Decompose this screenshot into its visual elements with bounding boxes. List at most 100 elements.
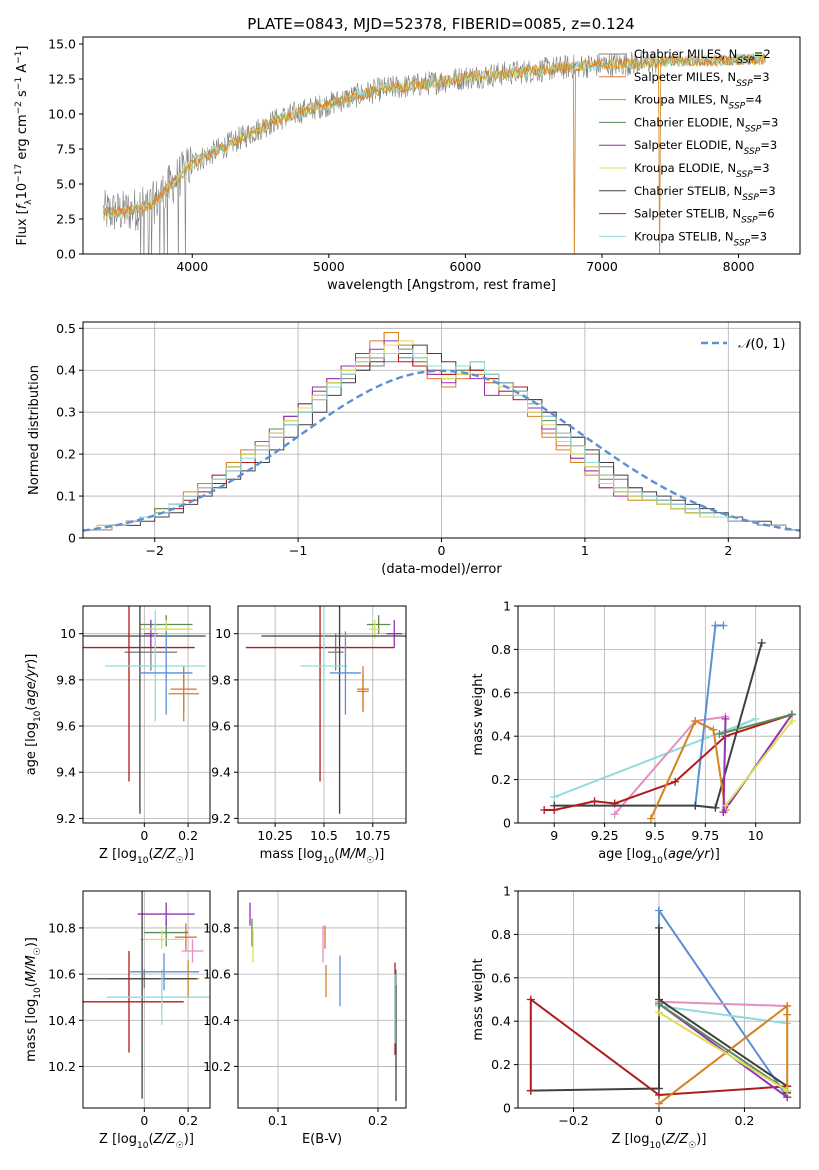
plus-marker <box>783 1010 792 1019</box>
y-axis-label: mass weight <box>471 958 486 1040</box>
legend-label: Kroupa ELODIE, NSSP=3 <box>634 161 770 180</box>
y-tick-label: 0.4 <box>491 1014 511 1029</box>
y-tick-label: 15.0 <box>48 37 76 52</box>
y-tick-label: 9.4 <box>56 765 76 780</box>
spectrum-model-line <box>103 52 767 219</box>
y-tick-label: 10 <box>215 626 231 641</box>
y-axis-label: mass weight <box>471 673 486 755</box>
y-tick-label: 0.1 <box>56 489 76 504</box>
y-tick-label: 10 <box>60 626 76 641</box>
plus-marker <box>550 805 559 814</box>
plus-marker <box>671 777 680 786</box>
legend-label: Kroupa MILES, NSSP=4 <box>634 93 762 112</box>
x-tick-label: 2 <box>724 543 732 558</box>
y-tick-label: 9.2 <box>211 811 231 826</box>
plot-area <box>103 50 767 254</box>
y-tick-label: 1 <box>503 884 511 899</box>
gaussian-curve <box>83 369 800 532</box>
axes-frame <box>82 605 211 824</box>
plus-marker <box>711 621 720 630</box>
y-tick-label: 10.2 <box>48 1059 76 1074</box>
plus-marker <box>655 923 663 932</box>
series-line <box>658 1000 788 1007</box>
x-axis-label: Z [log10(Z/Z☉)] <box>99 847 194 866</box>
y-tick-label: 0 <box>503 1101 511 1116</box>
x-tick-label: −1 <box>289 543 307 558</box>
y-tick-label: 0.4 <box>491 729 511 744</box>
y-tick-label: 0.8 <box>491 642 511 657</box>
y-tick-label: 10.4 <box>203 1013 231 1028</box>
x-tick-label: 0 <box>655 1113 663 1128</box>
plus-marker <box>646 814 655 823</box>
plot-area <box>249 902 397 1102</box>
y-tick-label: 9.2 <box>56 811 76 826</box>
plus-marker <box>655 999 663 1008</box>
x-tick-label: 0.1 <box>268 1113 288 1128</box>
axes-frame <box>237 605 407 824</box>
plus-marker <box>691 801 700 810</box>
plus-marker <box>715 730 724 739</box>
x-tick-label: 0 <box>140 1113 148 1128</box>
y-tick-label: 0.2 <box>491 1057 511 1072</box>
x-tick-label: −2 <box>145 543 163 558</box>
legend-label: Salpeter STELIB, NSSP=6 <box>634 207 775 226</box>
x-tick-label: −0.2 <box>558 1113 588 1128</box>
plot-area <box>245 606 406 814</box>
y-tick-label: 0.4 <box>56 363 76 378</box>
x-tick-label: 9 <box>550 828 558 843</box>
panel-residuals: −2 −1 0 1 2 0 0.1 0.2 0.3 0.4 0.5 𝒩(0, 1) (data-mode… <box>27 321 801 577</box>
histogram-step <box>83 344 800 538</box>
panel-mass_vs_Z: 0 0.2 10.2 10.4 10.6 10.8 Z [log10(Z/Z☉)] mass … <box>24 890 211 1151</box>
series-line <box>544 713 793 811</box>
panel-spectrum: 4000 5000 6000 7000 8000 0.0 2.5 5.0 7.5 10.0 12.5… <box>14 36 801 293</box>
plus-marker <box>709 725 718 734</box>
series-line <box>719 713 793 735</box>
plus-marker <box>757 638 766 647</box>
x-tick-label: 9.5 <box>645 828 665 843</box>
plus-marker <box>711 803 720 812</box>
axes-frame <box>82 36 801 255</box>
plot-area <box>83 332 800 538</box>
y-tick-label: 10.8 <box>203 920 231 935</box>
y-tick-label: 10.6 <box>48 967 76 982</box>
x-tick-label: 0.2 <box>735 1113 755 1128</box>
y-tick-label: 0 <box>68 531 76 546</box>
y-tick-label: 2.5 <box>56 212 76 227</box>
y-tick-label: 0 <box>503 816 511 831</box>
series-line <box>658 1011 788 1092</box>
plus-marker <box>550 792 559 801</box>
series-line <box>694 624 724 806</box>
plus-marker <box>721 801 730 810</box>
y-tick-label: 1 <box>503 599 511 614</box>
plus-marker <box>610 799 619 808</box>
x-tick-label: 4000 <box>176 259 208 274</box>
y-axis-label: age [log10(age/yr)] <box>24 654 43 776</box>
plus-marker <box>655 906 663 915</box>
y-tick-label: 9.6 <box>56 719 76 734</box>
x-tick-label: 10.25 <box>257 828 293 843</box>
plus-marker <box>655 1008 663 1017</box>
plus-marker <box>721 714 730 723</box>
y-tick-label: 0.5 <box>56 321 76 336</box>
x-tick-label: 10 <box>748 828 764 843</box>
x-tick-label: 10.75 <box>355 828 391 843</box>
series-line <box>658 1003 789 1105</box>
y-tick-label: 5.0 <box>56 177 76 192</box>
x-tick-label: 8000 <box>723 259 755 274</box>
y-tick-label: 10.2 <box>203 1059 231 1074</box>
y-tick-label: 0.0 <box>56 247 76 262</box>
y-tick-label: 0.8 <box>491 927 511 942</box>
plus-marker <box>719 808 728 817</box>
y-tick-label: 10.4 <box>48 1013 76 1028</box>
x-tick-label: 0 <box>438 543 446 558</box>
x-tick-label: 0 <box>140 828 148 843</box>
x-tick-label: 9.75 <box>691 828 719 843</box>
panel-mass_vs_EBV: 0.1 0.2 10.2 10.4 10.6 10.8 E(B-V) <box>203 890 407 1147</box>
x-axis-label: mass [log10(M/M☉)] <box>260 847 385 866</box>
y-tick-label: 0.3 <box>56 405 76 420</box>
x-axis-label: Z [log10(Z/Z☉)] <box>612 1132 707 1151</box>
legend-label: Salpeter MILES, NSSP=3 <box>634 70 770 89</box>
panel-age_vs_Z: 0 0.2 9.2 9.4 9.6 9.8 10 Z [log10(Z/Z☉)] age [lo… <box>24 605 211 866</box>
x-tick-label: 0.2 <box>178 828 198 843</box>
